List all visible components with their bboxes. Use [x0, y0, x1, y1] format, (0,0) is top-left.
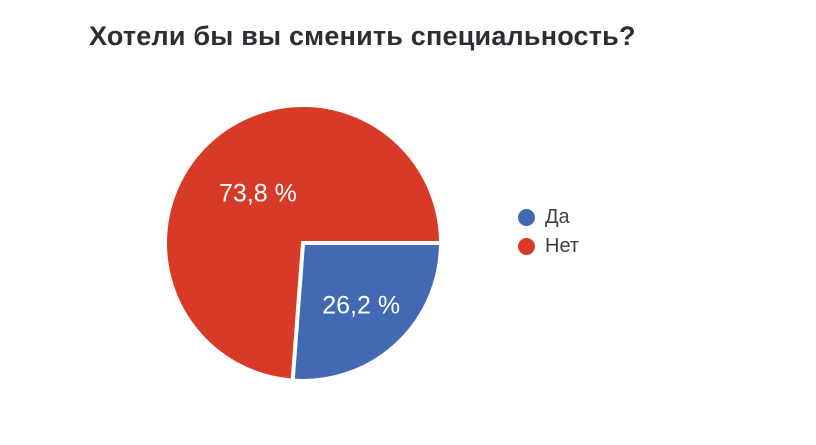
legend-label-no: Нет: [545, 235, 580, 257]
pie-slice-0: [290, 241, 444, 383]
legend-swatch-no-icon: [518, 237, 535, 255]
legend-item-no: Нет: [518, 234, 579, 258]
legend-item-yes: Да: [518, 205, 579, 229]
legend-swatch-yes-icon: [518, 208, 535, 226]
chart-legend: Да Нет: [518, 205, 579, 258]
slice-value-label-1: 73,8 %: [219, 179, 297, 208]
chart-title: Хотели бы вы сменить специальность?: [89, 21, 636, 51]
legend-label-yes: Да: [545, 206, 570, 228]
slice-value-label-0: 26,2 %: [322, 291, 401, 320]
pie-slice-1: [163, 103, 444, 383]
